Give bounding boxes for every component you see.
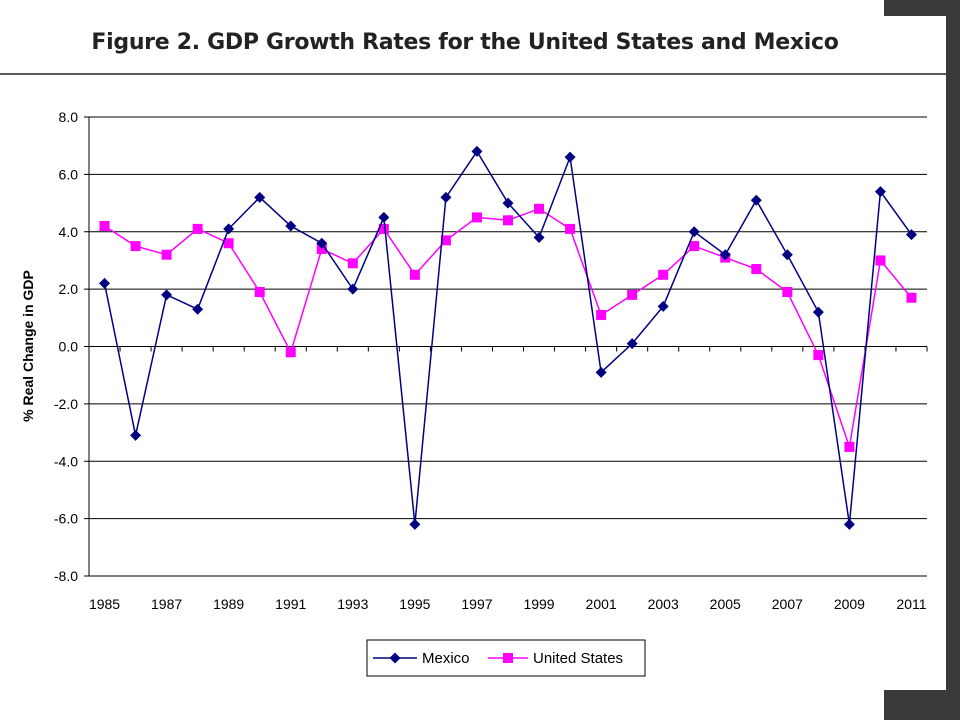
x-tick-label: 2011 [896, 596, 926, 612]
united-states-point [844, 441, 855, 452]
y-tick-label: -8.0 [54, 568, 78, 584]
mexico-point [192, 303, 204, 315]
mexico-point [750, 194, 762, 206]
united-states-point [378, 223, 389, 234]
united-states-point [409, 269, 420, 280]
mexico-point [378, 211, 390, 223]
united-states-point [99, 221, 110, 232]
united-states-point [689, 241, 700, 252]
united-states-point [534, 203, 545, 214]
y-tick-label: 6.0 [59, 166, 79, 182]
frame-bar-bottom [884, 690, 960, 720]
axes [84, 116, 928, 577]
x-tick-label: 2009 [834, 596, 865, 612]
mexico-point [502, 197, 514, 209]
legend-label-mexico: Mexico [422, 650, 470, 667]
mexico-point [130, 429, 142, 441]
series-united-states [99, 203, 917, 452]
united-states-point [161, 249, 172, 260]
x-tick-label: 1987 [151, 596, 182, 612]
mexico-point [316, 237, 328, 249]
mexico-point [533, 231, 545, 243]
gridlines [89, 116, 927, 577]
united-states-point [906, 292, 917, 303]
mexico-point [471, 145, 483, 157]
x-tick-label: 1985 [89, 596, 120, 612]
chart-title: Figure 2. GDP Growth Rates for the Unite… [91, 30, 839, 55]
mexico-point [626, 338, 638, 350]
x-tick-label: 1989 [213, 596, 244, 612]
mexico-point [874, 186, 886, 198]
united-states-point [316, 243, 327, 254]
united-states-point [627, 289, 638, 300]
x-tick-label: 2001 [586, 596, 617, 612]
y-tick-label: 0.0 [59, 339, 79, 355]
mexico-point [595, 366, 607, 378]
x-tick-label: 1991 [275, 596, 306, 612]
legend-label-united-states: United States [533, 650, 623, 667]
mexico-point [440, 191, 452, 203]
frame-bar-top [884, 0, 960, 16]
title-divider [0, 73, 946, 75]
mexico-point [223, 223, 235, 235]
mexico-point [285, 220, 297, 232]
x-tick-labels: 1985 1987 1989 1991 1993 1995 1997 1999 2001 2003… [89, 596, 927, 612]
x-tick-label: 1993 [337, 596, 368, 612]
y-tick-labels: 8.0 6.0 4.0 2.0 0.0 -2.0 -4.0 -6.0 -8.0 [54, 109, 78, 584]
mexico-point [347, 283, 359, 295]
legend: Mexico United States [366, 639, 646, 677]
mexico-point [719, 249, 731, 261]
x-tick-label: 1997 [461, 596, 492, 612]
y-tick-label: -2.0 [54, 396, 78, 412]
united-states-point [192, 223, 203, 234]
united-states-point [782, 286, 793, 297]
y-tick-label: 4.0 [59, 224, 79, 240]
legend-marker-mexico [389, 652, 401, 664]
y-tick-label: 8.0 [59, 109, 79, 125]
mexico-point [843, 518, 855, 530]
mexico-point [688, 226, 700, 238]
y-tick-label: -6.0 [54, 511, 78, 527]
y-axis-title: % Real Change in GDP [20, 270, 36, 422]
series-mexico [99, 145, 917, 530]
x-tick-label: 1995 [399, 596, 430, 612]
united-states-point [471, 212, 482, 223]
united-states-point [813, 350, 824, 361]
united-states-point [254, 286, 265, 297]
united-states-point [565, 223, 576, 234]
mexico-point [905, 229, 917, 241]
united-states-point [223, 238, 234, 249]
united-states-point [130, 241, 141, 252]
united-states-point [596, 309, 607, 320]
united-states-point [285, 347, 296, 358]
legend-marker-united-states [503, 653, 513, 663]
y-tick-label: -4.0 [54, 453, 78, 469]
mexico-point [161, 289, 173, 301]
mexico-point [781, 249, 793, 261]
united-states-point [503, 215, 513, 226]
mexico-point [564, 151, 576, 163]
mexico-point [254, 191, 266, 203]
united-states-point [875, 255, 886, 266]
mexico-point [657, 300, 669, 312]
united-states-point [440, 235, 451, 246]
united-states-point [751, 264, 762, 275]
y-tick-label: 2.0 [59, 281, 79, 297]
mexico-point [409, 518, 421, 530]
x-tick-label: 2007 [772, 596, 803, 612]
x-tick-label: 1999 [523, 596, 554, 612]
mexico-point [99, 277, 111, 289]
frame-bar-right [946, 0, 960, 720]
mexico-point [812, 306, 824, 318]
x-tick-label: 2005 [710, 596, 741, 612]
united-states-point [347, 258, 358, 269]
united-states-point [658, 269, 669, 280]
series [99, 145, 917, 530]
x-tick-label: 2003 [648, 596, 679, 612]
